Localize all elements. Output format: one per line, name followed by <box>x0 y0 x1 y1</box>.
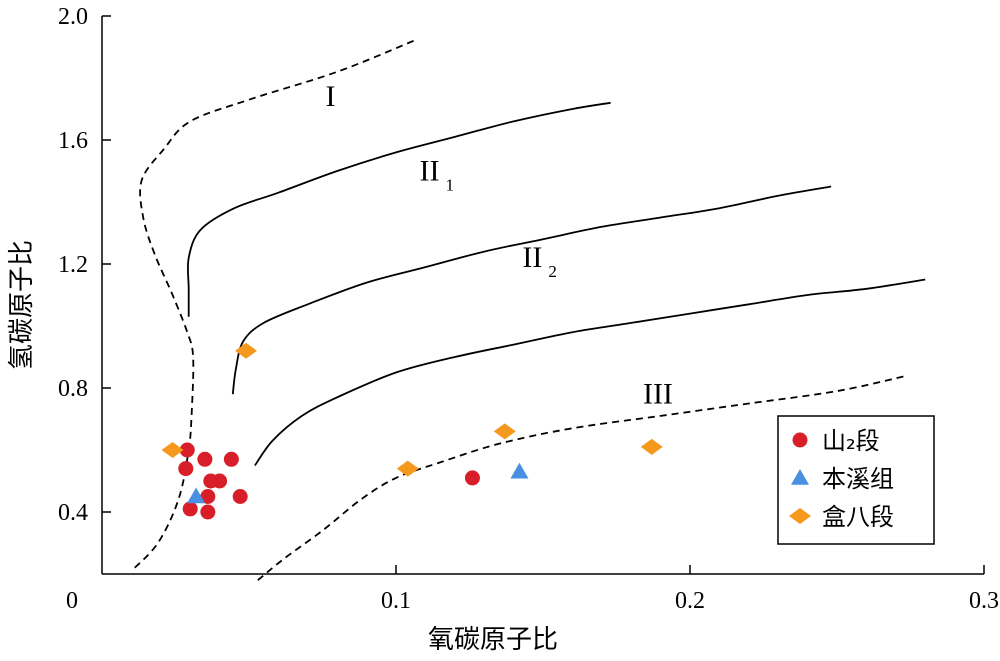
y-tick-label: 1.2 <box>58 252 88 278</box>
legend-diamond-marker <box>789 508 811 524</box>
circle-data-point <box>464 470 480 486</box>
y-tick-label: 0.8 <box>58 376 88 402</box>
region-label: II 2 <box>522 241 556 281</box>
region-labels: I II 1 II 2 III <box>325 80 673 411</box>
diamond-data-point <box>235 342 258 359</box>
x-tick-label: 0.2 <box>675 588 705 614</box>
y-tick-label: 1.6 <box>58 128 88 154</box>
y-axis-title: 氢碳原子比 <box>7 240 37 370</box>
boundary-curve-3 <box>231 185 832 395</box>
region-label: I <box>325 80 335 113</box>
y-tick-label: 0.4 <box>58 500 88 526</box>
x-axis-title: 氧碳原子比 <box>428 625 558 655</box>
diamond-data-point <box>161 442 184 458</box>
circle-data-point <box>179 442 195 458</box>
x-tick-label: 0.3 <box>969 588 999 614</box>
region-label: II 1 <box>420 154 454 194</box>
diamond-data-point <box>396 460 419 477</box>
circle-data-point <box>200 504 216 520</box>
circle-data-point <box>200 489 216 504</box>
triangle-data-point <box>510 462 529 479</box>
circle-data-point <box>223 451 239 467</box>
diamond-data-point <box>493 423 516 440</box>
boundary-curve-5 <box>257 374 908 581</box>
y-tick-label: 2.0 <box>58 4 88 30</box>
diamond-data-point <box>640 438 663 455</box>
triangle-data-point <box>187 487 206 504</box>
legend-circle-marker <box>792 432 808 448</box>
region-label: III <box>643 378 673 411</box>
circle-data-point <box>212 473 228 489</box>
axes: 0.4 0.8 1.2 1.6 2.0 0 0.1 0.2 0.3 氧碳原子比 氢碳原子比 <box>7 4 999 655</box>
circle-data-point <box>178 461 194 477</box>
circle-data-point <box>182 501 198 517</box>
legend-triangle-marker <box>791 469 809 485</box>
legend-label: 山₂段 <box>822 427 880 455</box>
x-tick-label: 0.1 <box>381 588 411 614</box>
data-points <box>161 342 663 520</box>
boundary-curve-1 <box>130 39 414 572</box>
boundary-curve-4 <box>254 278 926 467</box>
legend-label: 本溪组 <box>822 465 894 493</box>
legend-label: 盒八段 <box>822 503 894 531</box>
boundary-curves <box>130 39 926 581</box>
x-tick-label: 0 <box>66 588 78 614</box>
circle-data-point <box>232 489 248 504</box>
circle-data-point <box>197 451 213 467</box>
boundary-curve-2 <box>186 101 611 317</box>
